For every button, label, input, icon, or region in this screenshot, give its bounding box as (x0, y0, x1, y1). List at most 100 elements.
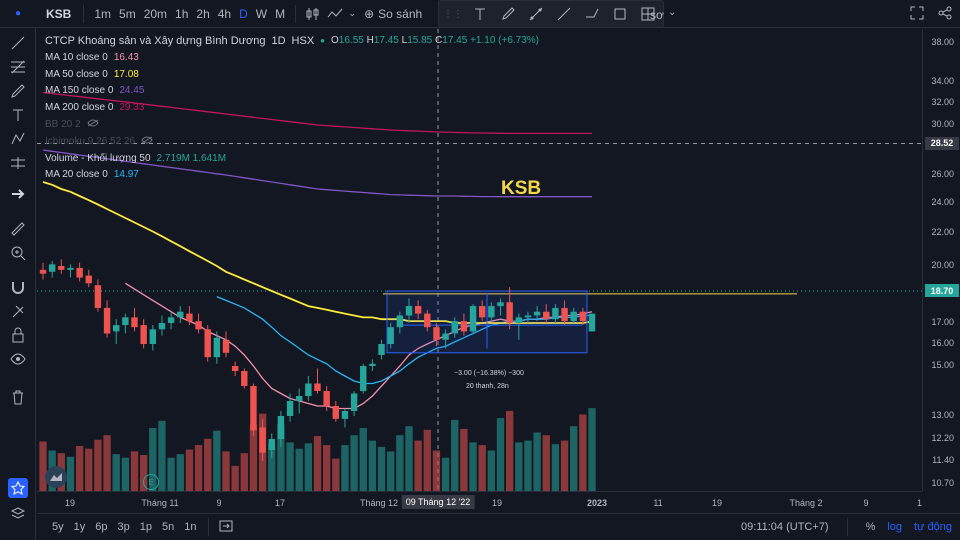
hidden-eye-icon[interactable] (141, 134, 153, 151)
indicator-row[interactable]: MA 50 close 0 17.08 (45, 67, 539, 84)
candle-body (506, 302, 513, 323)
overflow-label[interactable]: sơ (650, 8, 664, 22)
symbol-title[interactable]: CTCP Khoáng sản và Xây dựng Bình Dương (45, 35, 266, 47)
volume-bar (478, 445, 486, 491)
star-favorite-icon[interactable] (8, 478, 28, 498)
volume-bar (396, 435, 404, 491)
volume-bar (66, 456, 75, 491)
time-tick-label: 2023 (586, 498, 608, 508)
indicator-label: MA 20 close 0 (45, 169, 108, 181)
layers-icon[interactable] (0, 503, 36, 525)
volume-bar (176, 454, 184, 491)
timeframe-d[interactable]: D (239, 6, 248, 21)
fullscreen-icon[interactable] (910, 6, 924, 23)
eye-icon[interactable] (0, 348, 36, 370)
arrow-right-icon[interactable] (0, 183, 36, 205)
percent-toggle[interactable]: % (865, 521, 876, 533)
chevron-down-icon[interactable]: ⌄ (348, 8, 356, 18)
chevron-down-icon[interactable]: ⌄ (668, 7, 677, 18)
trend-line-icon[interactable] (525, 3, 547, 25)
indicator-row[interactable]: MA 200 close 0 29.33 (45, 100, 539, 117)
legend-title-row: CTCP Khoáng sản và Xây dựng Bình Dương 1… (45, 33, 539, 50)
clock-time[interactable]: 09:11:04 (UTC+7) (741, 521, 829, 533)
magnet-icon[interactable] (0, 276, 36, 298)
time-tick-label: Tháng 12 (359, 498, 399, 508)
drag-handle-icon[interactable]: ⋮⋮ (443, 8, 463, 20)
price-chart[interactable] (37, 29, 922, 491)
time-tick-label: Tháng 2 (789, 498, 823, 508)
compare-button[interactable]: ⊕ So sánh (358, 7, 428, 21)
ticker-annotation[interactable]: KSB (501, 178, 542, 199)
volume-bar (322, 445, 331, 491)
rectangle-icon[interactable] (609, 3, 631, 25)
top-right-tools (910, 0, 952, 28)
indicator-row[interactable]: MA 150 close 0 24.45 (45, 83, 539, 100)
timeframe-20m[interactable]: 20m (143, 6, 168, 21)
zoom-icon[interactable] (0, 242, 36, 264)
indicator-row[interactable]: BB 20 2 (45, 117, 539, 134)
candle-body (85, 275, 92, 284)
range-1p[interactable]: 1p (139, 521, 152, 533)
range-1n[interactable]: 1n (184, 521, 197, 533)
crosshair-grid-icon[interactable] (637, 3, 659, 25)
range-5y[interactable]: 5y (52, 521, 64, 533)
indicators-icon[interactable] (324, 3, 346, 25)
indicator-row[interactable]: Ichimoku 9 26 52 26 (45, 134, 539, 151)
indicator-row[interactable]: Volume - Khối lượng 50 2.719M 1.641M (45, 151, 539, 168)
candle-body (241, 371, 248, 386)
price-tick-label: 10.70 (931, 478, 954, 488)
timeframe-1h[interactable]: 1h (175, 6, 189, 21)
candle-body (414, 306, 422, 314)
range-6p[interactable]: 6p (95, 521, 108, 533)
share-icon[interactable] (938, 6, 952, 23)
candle-body (305, 383, 312, 396)
timeframe-5m[interactable]: 5m (119, 6, 136, 21)
price-tick-label: 17.00 (931, 317, 954, 327)
price-tick-label: 38.00 (931, 37, 954, 47)
timeframe-1m[interactable]: 1m (94, 6, 112, 21)
candle-body (122, 317, 129, 326)
candle-body (277, 416, 285, 439)
timeframe-w[interactable]: W (255, 6, 268, 21)
timeframe-2h[interactable]: 2h (196, 6, 210, 21)
text-icon[interactable] (0, 104, 36, 126)
indicator-row[interactable]: MA 10 close 0 16.43 (45, 50, 539, 67)
range-1y[interactable]: 1y (73, 521, 86, 533)
ruler-icon[interactable] (0, 218, 36, 240)
lock-draw-icon[interactable] (0, 300, 36, 322)
volume-bar (524, 440, 532, 491)
ray-icon[interactable] (553, 3, 575, 25)
hidden-eye-icon[interactable] (86, 117, 99, 134)
indicator-row[interactable]: MA 20 close 0 14.97 (45, 167, 539, 184)
interval-label[interactable]: 1D (271, 35, 286, 47)
time-axis[interactable]: 19 Tháng 11 9 17 Tháng 12 19 2023 11 19 Tháng 2 9 1… (37, 491, 922, 513)
symbol-search[interactable]: KSB (46, 6, 72, 21)
brush-tool-icon[interactable] (497, 3, 519, 25)
cursor-line-icon[interactable] (0, 32, 36, 54)
bars-style-icon[interactable] (302, 3, 324, 25)
price-axis[interactable]: 38.00 34.00 32.00 30.00 26.00 24.00 22.00 20.00… (922, 29, 960, 491)
auto-toggle[interactable]: tự động (914, 521, 952, 533)
fib-tool-icon[interactable] (0, 56, 36, 78)
lock-icon[interactable] (0, 324, 36, 346)
brush-icon[interactable] (0, 80, 36, 102)
menu-dot-icon[interactable]: ● (14, 8, 22, 19)
range-5n[interactable]: 5n (162, 521, 175, 533)
path-icon[interactable] (581, 3, 603, 25)
timeframe-m[interactable]: M (275, 6, 286, 21)
log-toggle[interactable]: log (887, 521, 903, 533)
measure-icon[interactable] (0, 152, 36, 174)
volume-bar (194, 445, 203, 491)
timeframe-4h[interactable]: 4h (217, 6, 232, 21)
text-tool-icon[interactable] (469, 3, 491, 25)
candle-body (570, 311, 577, 322)
trash-icon[interactable] (0, 386, 36, 408)
volume-bar (249, 424, 258, 491)
price-tick-label: 13.00 (931, 410, 954, 420)
goto-date-icon[interactable] (215, 520, 233, 535)
pattern-icon[interactable] (0, 128, 36, 150)
candle-body (259, 427, 266, 453)
earnings-marker-icon[interactable]: E (143, 474, 159, 490)
range-3p[interactable]: 3p (117, 521, 130, 533)
tradingview-logo-icon[interactable] (45, 466, 67, 488)
